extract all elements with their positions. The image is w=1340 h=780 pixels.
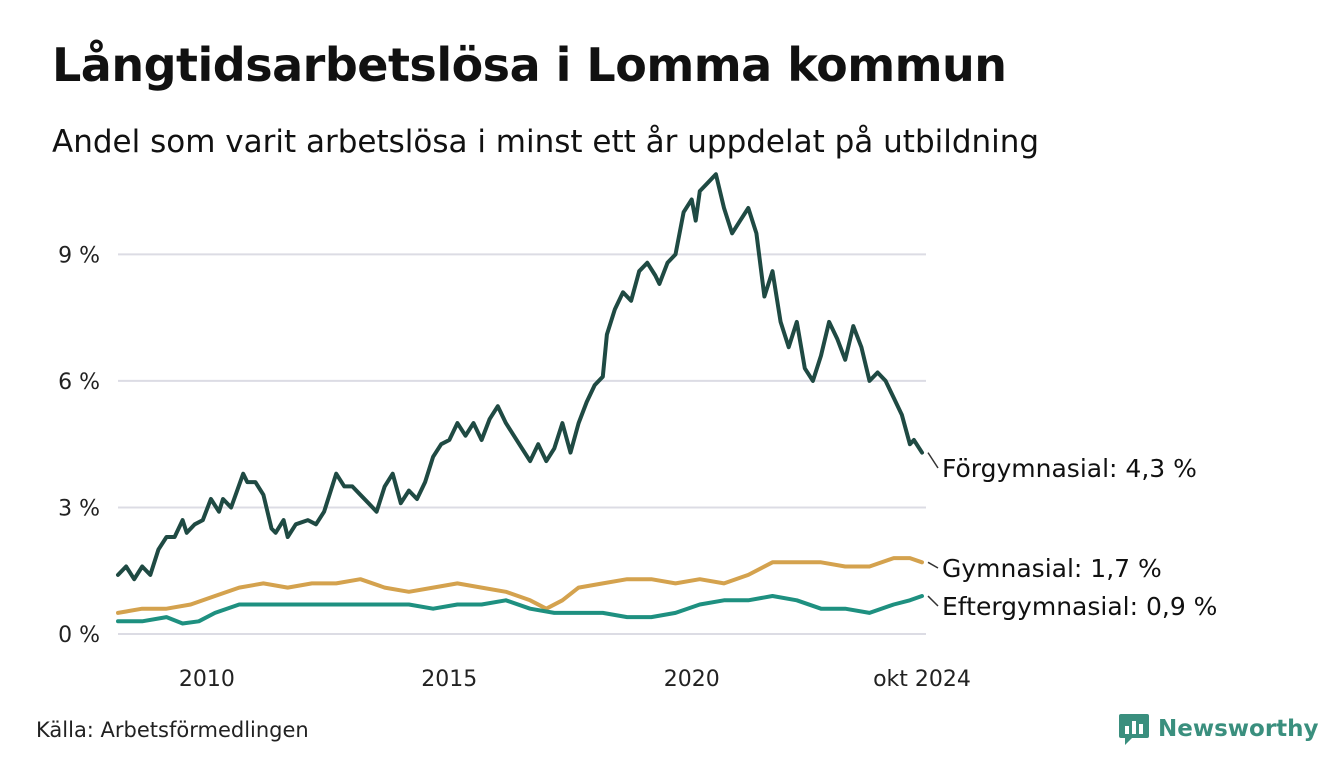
series-line-gymnasial: [116, 556, 924, 615]
end-label-connector: [927, 452, 939, 469]
chart-subtitle: Andel som varit arbetslösa i minst ett å…: [52, 124, 1040, 160]
end-label-eftergymnasial: Eftergymnasial: 0,9 %: [942, 592, 1217, 621]
x-tick-label: okt 2024: [873, 667, 971, 692]
line-chart: 0 % 3 % 6 % 9 % 2010 2015 2020 okt 2024 Förgym…: [58, 172, 1217, 692]
x-tick-label: 2015: [421, 667, 477, 692]
y-axis-ticks: 0 % 3 % 6 % 9 %: [58, 243, 100, 648]
end-label-gymnasial: Gymnasial: 1,7 %: [942, 554, 1162, 583]
source-note: Källa: Arbetsförmedlingen: [36, 718, 309, 742]
end-label-förgymnasial: Förgymnasial: 4,3 %: [942, 454, 1197, 483]
chart-title: Långtidsarbetslösa i Lomma kommun: [52, 38, 1007, 92]
brand-name: Newsworthy: [1158, 716, 1319, 742]
y-tick-label: 9 %: [58, 243, 100, 268]
series-line-förgymnasial: [116, 172, 924, 582]
end-labels: Förgymnasial: 4,3 % Gymnasial: 1,7 % Efter…: [927, 452, 1217, 621]
gridlines: [118, 253, 926, 635]
series-lines: [116, 172, 924, 626]
y-tick-label: 3 %: [58, 496, 100, 521]
end-label-connector: [927, 595, 939, 607]
x-axis-ticks: 2010 2015 2020 okt 2024: [179, 667, 971, 692]
y-tick-label: 6 %: [58, 370, 100, 395]
x-tick-label: 2020: [664, 667, 720, 692]
series-line-eftergymnasial: [116, 594, 924, 626]
y-tick-label: 0 %: [58, 623, 100, 648]
newsworthy-chart-logo-icon: [1119, 714, 1149, 745]
end-label-connector: [927, 561, 939, 569]
brand-logo: Newsworthy: [1118, 712, 1319, 746]
x-tick-label: 2010: [179, 667, 235, 692]
